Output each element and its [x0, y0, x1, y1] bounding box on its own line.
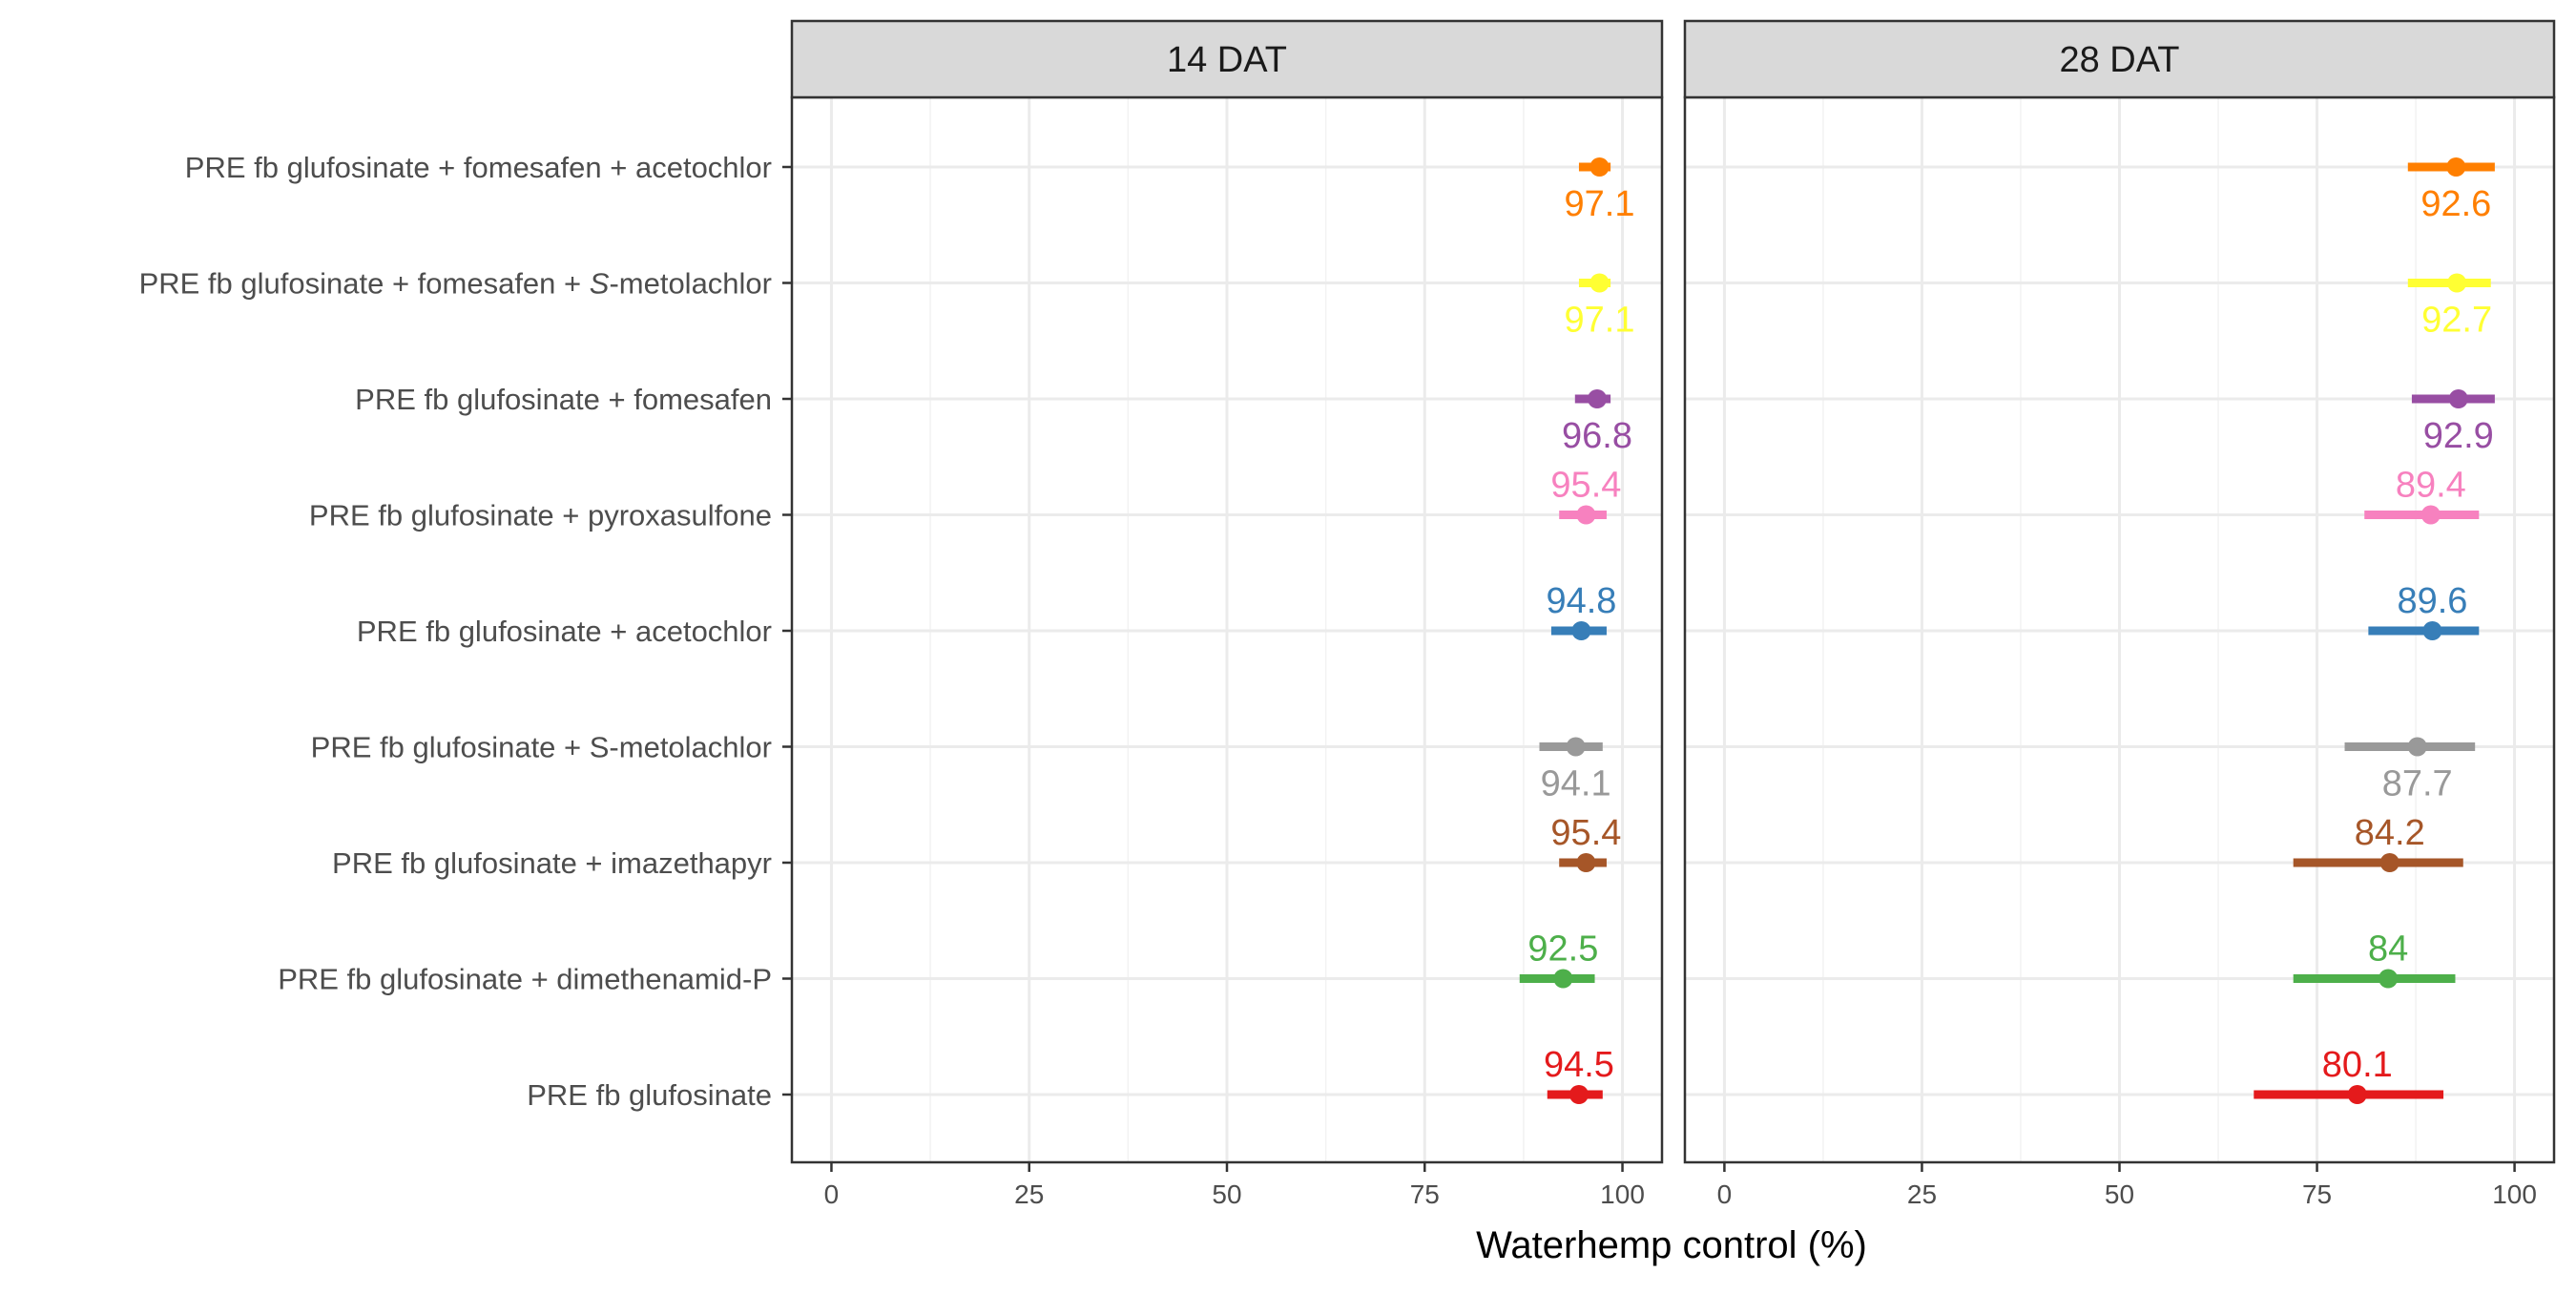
y-tick-label: PRE fb glufosinate + S-metolachlor — [311, 731, 772, 764]
x-tick-label: 0 — [824, 1179, 840, 1209]
point-estimate — [2420, 505, 2441, 525]
facet-strip-title: 14 DAT — [1167, 40, 1287, 80]
x-tick-label: 75 — [2302, 1179, 2332, 1209]
point-estimate — [1568, 1085, 1589, 1104]
data-label: 97.1 — [1565, 184, 1635, 224]
y-tick-label: PRE fb glufosinate — [527, 1078, 772, 1112]
x-axis-title: Waterhemp control (%) — [1476, 1224, 1867, 1266]
point-estimate — [1576, 853, 1596, 872]
y-tick-label: PRE fb glufosinate + pyroxasulfone — [309, 499, 772, 532]
point-estimate — [1589, 157, 1610, 177]
data-label: 92.5 — [1527, 929, 1598, 970]
x-tick-label: 0 — [1717, 1179, 1733, 1209]
data-label: 95.4 — [1550, 466, 1621, 506]
data-label: 94.5 — [1544, 1045, 1614, 1085]
x-tick-label: 25 — [1907, 1179, 1937, 1209]
data-label: 97.1 — [1565, 301, 1635, 341]
x-tick-label: 100 — [1600, 1179, 1645, 1209]
y-tick-label: PRE fb glufosinate + dimethenamid-P — [278, 963, 772, 996]
data-label: 94.1 — [1541, 764, 1611, 804]
point-estimate — [2446, 157, 2466, 177]
point-estimate — [2448, 389, 2468, 408]
point-estimate — [2447, 273, 2467, 293]
data-label: 84 — [2368, 929, 2408, 970]
y-tick-label: PRE fb glufosinate + imazethapyr — [332, 846, 772, 880]
point-estimate — [2379, 853, 2399, 872]
point-estimate — [1589, 273, 1610, 293]
facet-strip — [1683, 19, 2556, 99]
facet-strip-title: 28 DAT — [2059, 40, 2179, 80]
y-tick-label: PRE fb glufosinate + fomesafen — [355, 383, 772, 416]
data-label: 96.8 — [1562, 416, 1632, 456]
data-label: 84.2 — [2355, 813, 2425, 853]
x-tick-label: 50 — [1212, 1179, 1241, 1209]
data-label: 80.1 — [2322, 1045, 2393, 1085]
x-tick-label: 100 — [2492, 1179, 2537, 1209]
facet-strip — [790, 19, 1664, 99]
data-label: 92.7 — [2421, 301, 2492, 341]
x-tick-label: 50 — [2105, 1179, 2134, 1209]
x-tick-label: 25 — [1014, 1179, 1044, 1209]
data-label: 87.7 — [2382, 764, 2453, 804]
point-estimate — [2379, 969, 2399, 989]
point-estimate — [1571, 621, 1591, 640]
point-estimate — [2347, 1085, 2367, 1104]
y-tick-label: PRE fb glufosinate + acetochlor — [357, 615, 772, 648]
point-estimate — [2407, 737, 2427, 757]
data-label: 95.4 — [1550, 813, 1621, 853]
data-label: 89.4 — [2396, 466, 2466, 506]
point-estimate — [1588, 389, 1608, 408]
y-tick-label: PRE fb glufosinate + fomesafen + acetoch… — [185, 151, 772, 184]
point-estimate — [1566, 737, 1586, 757]
point-estimate — [1576, 505, 1596, 525]
data-label: 94.8 — [1546, 581, 1616, 621]
data-label: 92.9 — [2423, 416, 2494, 456]
data-label: 92.6 — [2420, 184, 2491, 224]
point-estimate — [2422, 621, 2442, 640]
x-tick-label: 75 — [1410, 1179, 1440, 1209]
point-estimate — [1553, 969, 1573, 989]
data-label: 89.6 — [2397, 581, 2467, 621]
y-tick-label: PRE fb glufosinate + fomesafen + S-metol… — [139, 267, 772, 301]
